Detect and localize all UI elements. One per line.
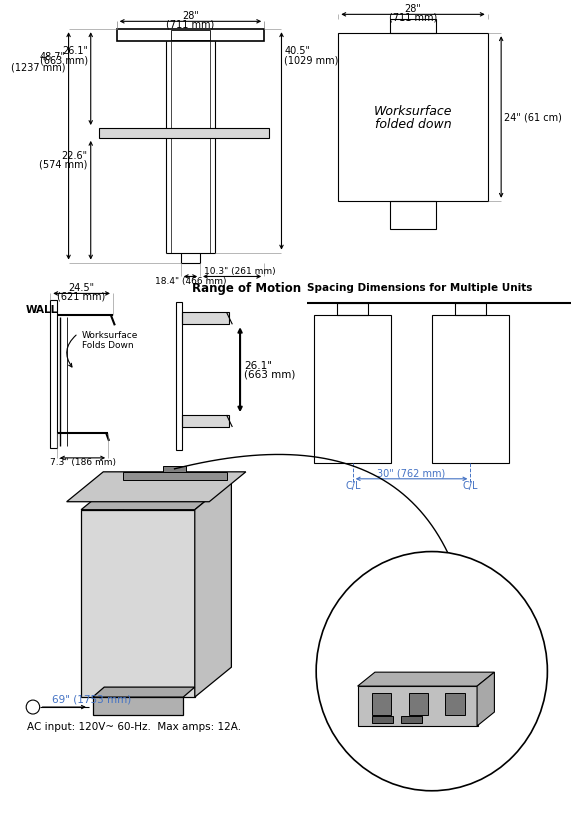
Ellipse shape [316,551,548,791]
Polygon shape [93,697,183,715]
Bar [117,29,264,41]
Bar [409,693,428,715]
Polygon shape [182,312,228,325]
Text: 18.4" (466 mm): 18.4" (466 mm) [155,277,226,286]
Text: 48.7": 48.7" [40,52,66,62]
Text: (621 mm): (621 mm) [58,291,106,301]
Polygon shape [195,480,231,697]
Text: 6.7" (170 mm): 6.7" (170 mm) [330,657,397,665]
Text: (663 mm): (663 mm) [40,55,88,65]
Bar [372,716,393,723]
Text: (663 mm): (663 mm) [244,370,295,380]
Text: Worksurface: Worksurface [82,331,139,340]
Bar [390,201,436,229]
Polygon shape [93,687,195,697]
Polygon shape [477,672,494,726]
Text: Folds Down: Folds Down [82,341,134,350]
Text: (1029 mm): (1029 mm) [284,55,339,65]
Text: 22.6": 22.6" [62,151,88,161]
Polygon shape [357,672,494,686]
Bar [372,693,392,715]
Text: 40.5": 40.5" [284,46,311,56]
Bar [99,128,269,138]
Bar [432,315,509,463]
Text: Range of Motion: Range of Motion [192,282,301,295]
Text: 69" (1753 mm): 69" (1753 mm) [52,694,131,704]
Text: folded down: folded down [375,118,451,132]
Bar [50,300,57,448]
Text: C/L: C/L [463,481,478,491]
Text: 2x USB Jacks: 2x USB Jacks [398,771,456,780]
Text: 26.1": 26.1" [244,361,272,371]
Bar [401,716,422,723]
Text: 6.7" (170 mm): 6.7" (170 mm) [453,612,519,621]
Text: (711 mm): (711 mm) [389,13,437,23]
Polygon shape [118,480,123,667]
Polygon shape [67,472,246,502]
Text: 10.3" (261 mm): 10.3" (261 mm) [204,267,276,276]
Text: (574 mm): (574 mm) [39,160,88,169]
Bar [390,19,436,34]
Text: 7.3" (186 mm): 7.3" (186 mm) [49,458,116,467]
Text: 7.3" (185 mm): 7.3" (185 mm) [330,642,397,651]
Text: (1237 mm): (1237 mm) [11,62,66,72]
Circle shape [26,700,40,714]
Polygon shape [123,472,227,480]
Bar [446,693,464,715]
Text: 28": 28" [404,4,421,14]
Text: Spacing Dimensions for Multiple Units: Spacing Dimensions for Multiple Units [306,284,532,294]
Bar [338,304,368,315]
Text: AC input: 120V~ 60-Hz.  Max amps: 12A.: AC input: 120V~ 60-Hz. Max amps: 12A. [27,722,241,732]
Bar [176,302,182,450]
Bar [357,686,478,726]
Text: 24" (61 cm): 24" (61 cm) [504,112,562,122]
Text: 3x AC Outlets: 3x AC Outlets [396,761,458,770]
Polygon shape [81,480,231,510]
Polygon shape [163,466,186,472]
Text: 26.1": 26.1" [62,46,88,56]
Bar [314,315,392,463]
Text: (711 mm): (711 mm) [166,19,215,29]
Text: 28": 28" [182,12,199,21]
Bar [81,510,195,697]
Text: Worksurface: Worksurface [374,105,452,117]
Bar [338,34,488,201]
Polygon shape [182,415,228,427]
Bar [455,304,485,315]
Text: WALL: WALL [25,305,58,315]
Text: 7.3" (185 mm): 7.3" (185 mm) [440,599,505,608]
Bar [171,30,210,40]
Text: 24.5": 24.5" [69,284,95,294]
Text: C/L: C/L [345,481,360,491]
Text: 30" (762 mm): 30" (762 mm) [377,469,446,479]
